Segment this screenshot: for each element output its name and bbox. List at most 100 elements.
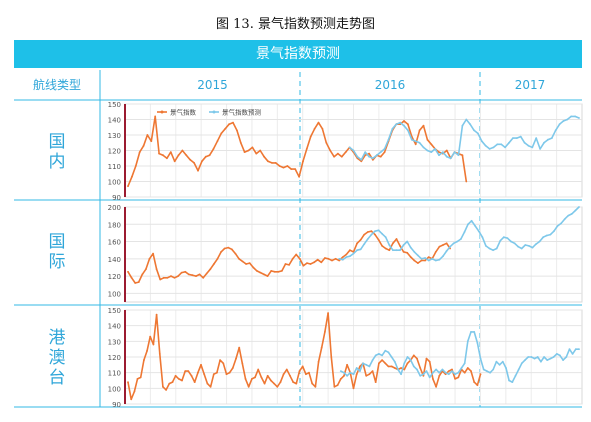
data-point-index (416, 357, 418, 360)
data-point-forecast (465, 118, 468, 121)
data-point-forecast (530, 356, 533, 358)
data-point-forecast (377, 229, 380, 232)
data-point-index (292, 381, 295, 383)
data-point-index (154, 115, 157, 118)
data-point-forecast (402, 244, 405, 246)
data-point-index (442, 244, 444, 246)
data-point-forecast (395, 123, 398, 126)
header-year-2015: 2015 (197, 78, 228, 92)
data-point-index (209, 385, 212, 388)
data-point-index (311, 382, 314, 385)
data-point-forecast (420, 257, 423, 260)
data-point-forecast (538, 240, 541, 243)
data-point-forecast (387, 351, 390, 354)
data-point-forecast (378, 353, 380, 355)
y-tick-label: 180 (108, 221, 121, 229)
data-point-forecast (438, 371, 441, 374)
data-point-forecast (567, 214, 570, 217)
data-point-forecast (345, 256, 348, 258)
data-point-index (387, 365, 390, 368)
data-point-index (209, 268, 212, 271)
data-point-forecast (442, 151, 444, 154)
data-point-index (234, 252, 237, 255)
data-point-forecast (495, 247, 498, 250)
data-point-index (131, 175, 133, 178)
data-point-index (174, 374, 177, 377)
data-point-index (263, 155, 265, 158)
data-point-forecast (461, 124, 464, 127)
data-point-index (435, 385, 437, 388)
y-tick-label: 150 (108, 307, 121, 315)
data-point-index (168, 382, 171, 385)
data-point-forecast (339, 370, 342, 372)
data-point-forecast (531, 146, 534, 149)
data-point-forecast (492, 146, 495, 149)
data-point-index (277, 270, 280, 273)
data-point-index (298, 257, 301, 260)
data-point-forecast (574, 209, 577, 212)
data-point-forecast (430, 151, 433, 154)
data-point-forecast (434, 148, 436, 150)
data-point-index (133, 390, 136, 393)
data-point-forecast (485, 245, 487, 247)
data-point-index (399, 245, 401, 247)
data-point-index (173, 160, 176, 163)
data-point-index (325, 141, 328, 144)
data-point-forecast (442, 255, 444, 258)
row-label-char: 国 (48, 132, 66, 152)
data-point-forecast (445, 155, 448, 158)
data-point-index (241, 260, 244, 263)
data-point-index (230, 248, 233, 251)
data-point-forecast (410, 138, 413, 141)
data-point-forecast (384, 349, 387, 352)
y-tick-label: 120 (108, 354, 121, 362)
series-line-forecast (340, 331, 579, 383)
data-point-index (170, 275, 172, 277)
data-point-forecast (395, 249, 398, 252)
data-point-index (425, 357, 428, 360)
data-point-index (180, 271, 183, 274)
data-point-index (279, 381, 282, 383)
data-point-index (355, 373, 358, 376)
data-point-index (134, 165, 137, 167)
data-point-forecast (381, 354, 383, 357)
data-point-index (181, 149, 184, 152)
data-point-forecast (523, 141, 526, 144)
data-point-forecast (371, 359, 374, 361)
data-point-forecast (549, 233, 552, 236)
data-point-index (136, 378, 139, 380)
data-point-index (197, 169, 199, 172)
data-point-index (476, 384, 479, 387)
data-point-index (146, 134, 149, 136)
data-point-forecast (492, 249, 494, 252)
data-point-forecast (467, 223, 469, 226)
series-line-index (127, 312, 482, 401)
data-point-index (419, 367, 422, 369)
data-point-index (289, 374, 291, 377)
data-point-forecast (511, 381, 514, 383)
data-point-index (137, 281, 140, 283)
data-point-index (187, 273, 190, 276)
data-point-forecast (545, 234, 548, 237)
data-point-index (343, 374, 345, 377)
data-point-forecast (543, 356, 545, 358)
y-tick-label: 120 (108, 273, 121, 281)
data-point-forecast (346, 374, 348, 377)
data-point-forecast (403, 124, 405, 127)
data-point-index (243, 151, 246, 154)
header-route-type: 航线类型 (32, 78, 81, 92)
data-point-index (251, 378, 253, 380)
data-point-index (291, 257, 294, 260)
data-point-index (143, 359, 145, 361)
data-point-index (403, 368, 406, 371)
data-point-forecast (488, 247, 491, 250)
data-point-forecast (364, 151, 367, 154)
data-point-forecast (531, 246, 534, 249)
data-point-forecast (528, 245, 530, 247)
data-point-forecast (381, 232, 383, 235)
data-point-index (409, 256, 412, 258)
data-point-index (276, 385, 279, 388)
data-point-index (461, 154, 464, 157)
data-point-index (290, 168, 293, 171)
data-point-index (413, 259, 416, 262)
